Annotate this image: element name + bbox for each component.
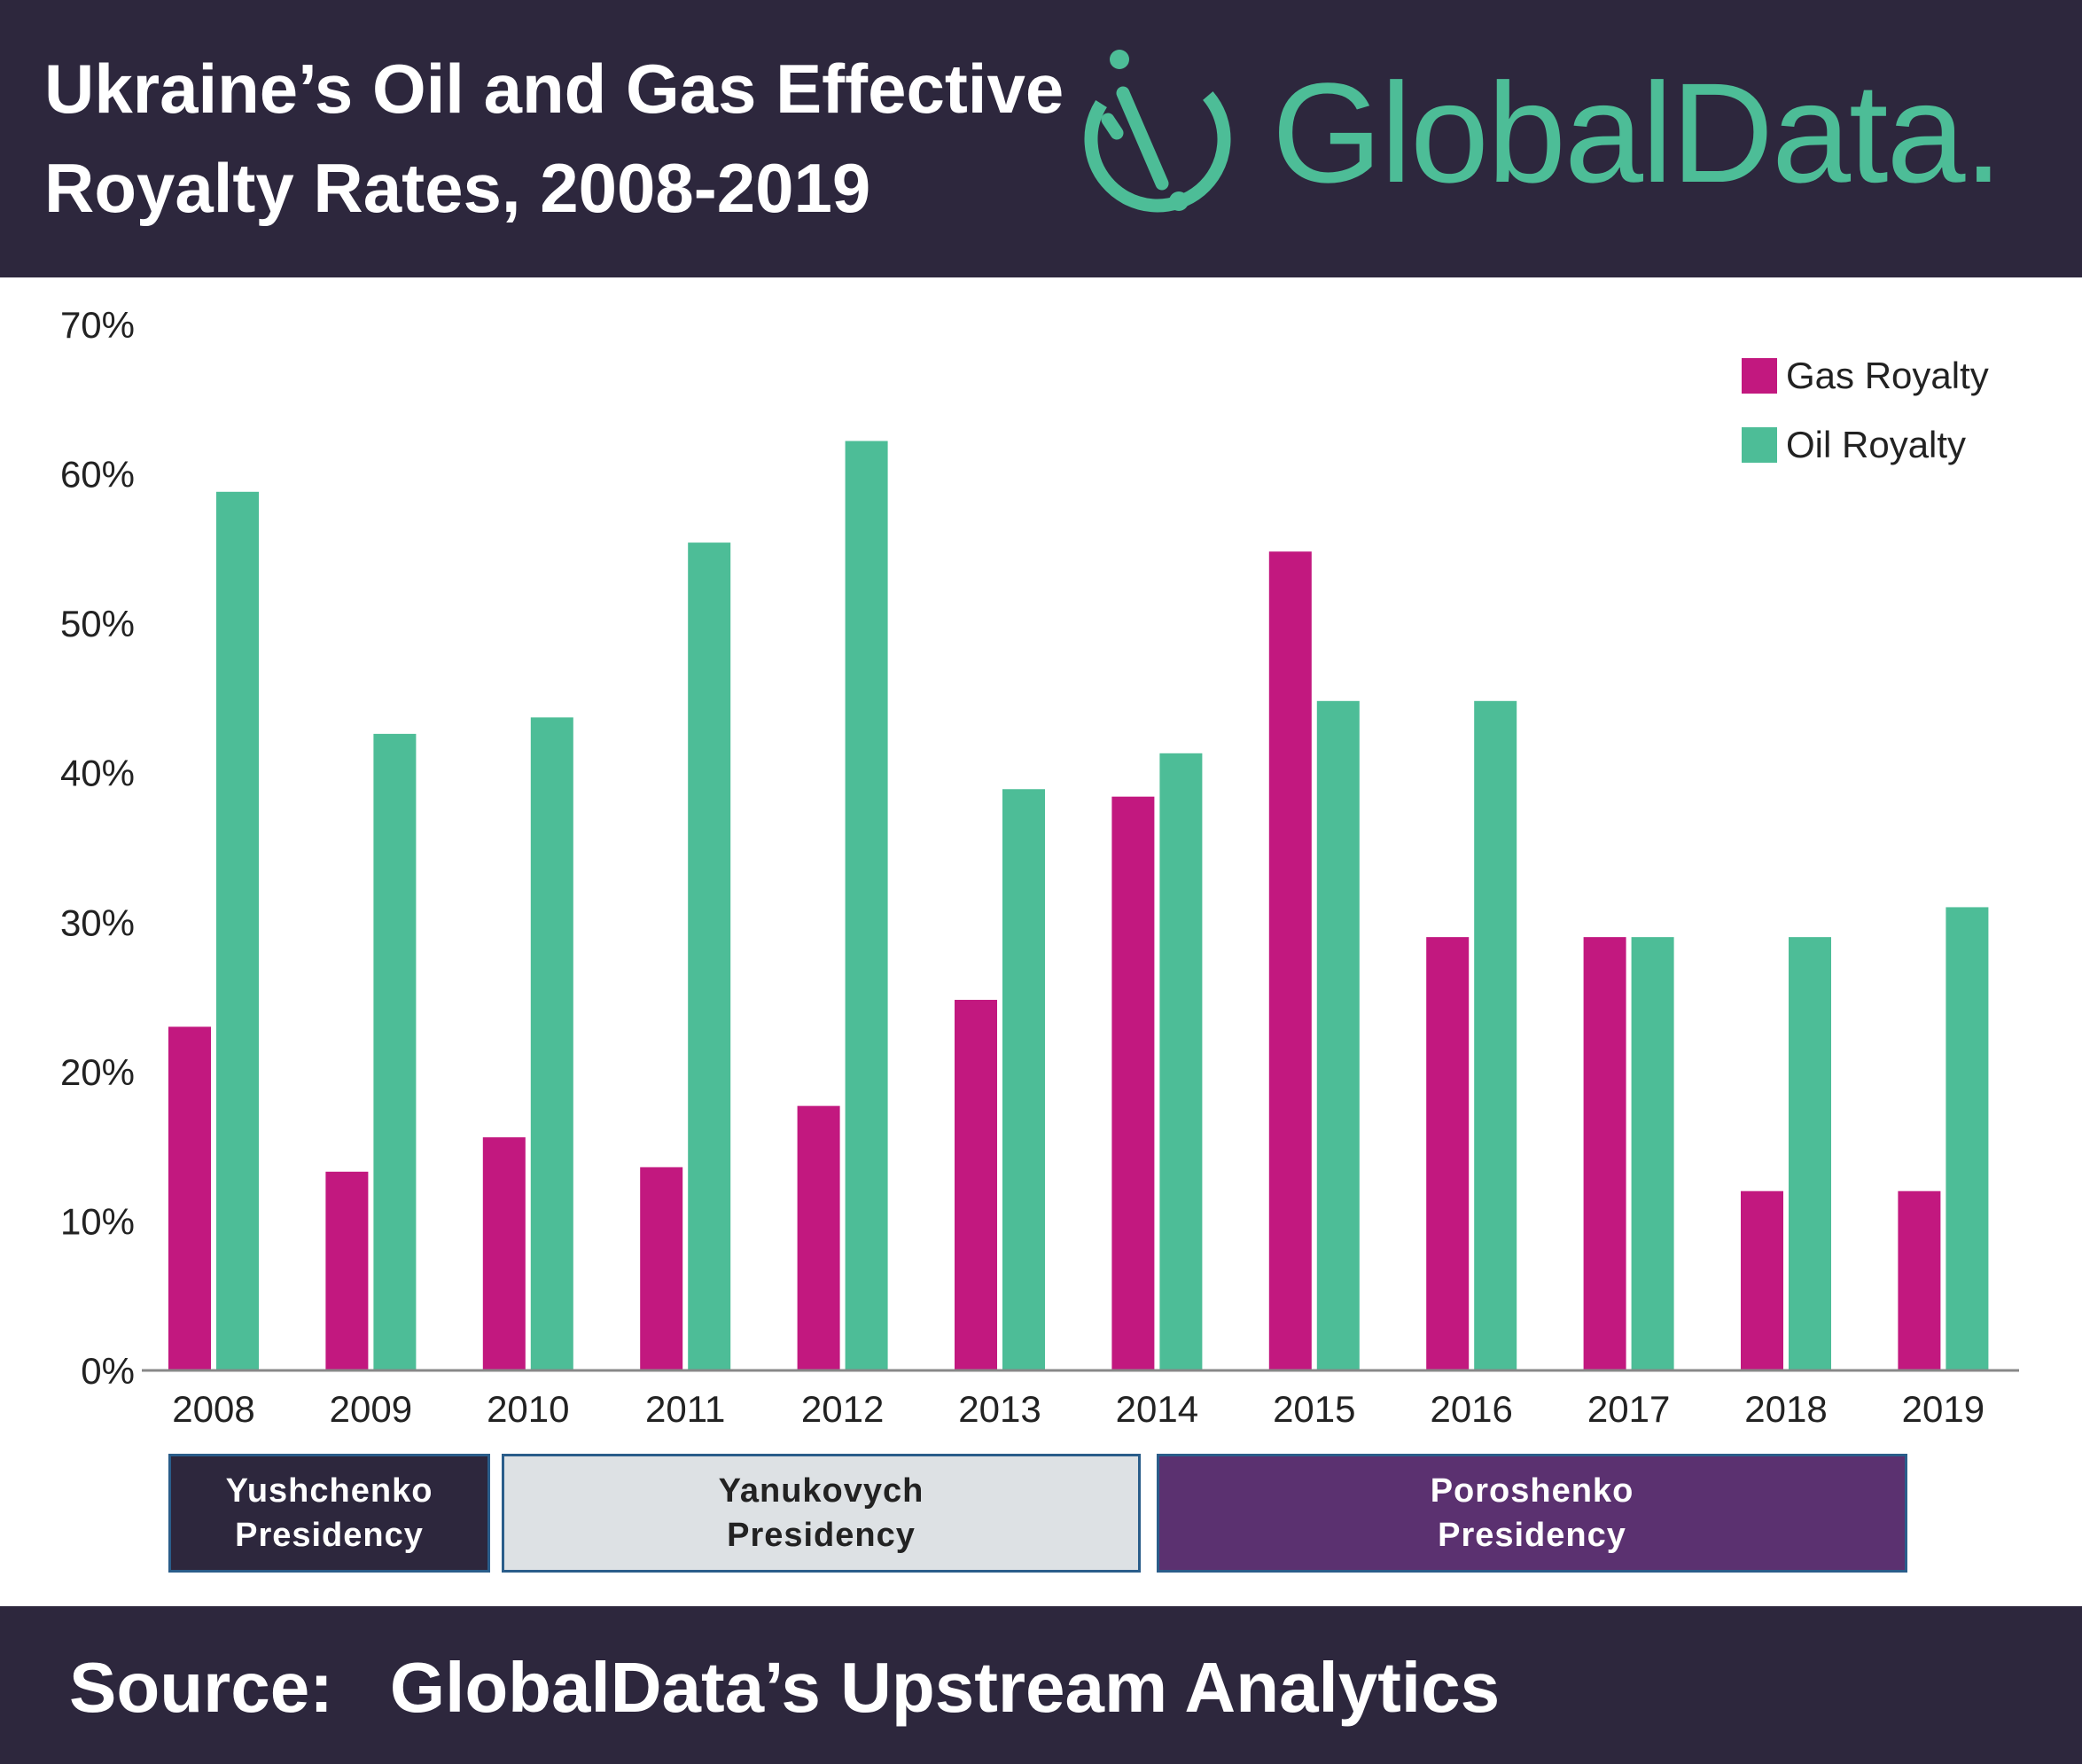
title-line-1: Ukraine’s Oil and Gas Effective (44, 50, 1064, 128)
gas-bar-2018 (1741, 1190, 1783, 1370)
y-tick-label: 60% (60, 454, 135, 496)
gas-bar-2010 (482, 1137, 526, 1370)
oil-bar-2019 (1946, 907, 1989, 1370)
era-yushchenko-line1: Yushchenko (225, 1472, 433, 1510)
source-note: Source: GlobalData’s Upstream Analytics (69, 1643, 1500, 1732)
oil-bar-2011 (688, 542, 731, 1370)
gas-bar-2016 (1426, 937, 1470, 1370)
era-yanukovych-line2: Presidency (727, 1517, 916, 1554)
oil-bar-2013 (1002, 789, 1045, 1370)
oil-bar-2016 (1474, 700, 1517, 1370)
x-tick-label-2012: 2012 (801, 1388, 884, 1430)
legend-swatch-oil (1742, 427, 1777, 463)
y-axis: 0% 10% 20% 30% 40% 50% 60% 70% (60, 304, 135, 1392)
x-tick-label-2015: 2015 (1273, 1388, 1355, 1430)
source-label: Source: (69, 1648, 333, 1727)
oil-bar-2017 (1631, 937, 1674, 1370)
legend-label-oil: Oil Royalty (1786, 424, 1967, 465)
legend-item-gas: Gas Royalty (1742, 341, 1989, 410)
gas-bar-2008 (168, 1026, 211, 1370)
x-tick-label-2018: 2018 (1744, 1388, 1827, 1430)
gas-bar-2013 (955, 999, 997, 1370)
gas-bar-2017 (1583, 937, 1626, 1370)
x-tick-label-2010: 2010 (487, 1388, 569, 1430)
gas-bar-2009 (325, 1171, 369, 1370)
bar-chart: 0% 10% 20% 30% 40% 50% 60% 70% 2008 2009 2010 2011… (60, 304, 2019, 1430)
era-yushchenko: Yushchenko Presidency (168, 1454, 490, 1573)
legend-label-gas: Gas Royalty (1786, 355, 1989, 396)
y-tick-label: 0% (81, 1350, 135, 1392)
x-tick-label-2017: 2017 (1587, 1388, 1670, 1430)
chart-title: Ukraine’s Oil and Gas Effective Royalty … (44, 39, 1072, 238)
gas-bar-2014 (1111, 796, 1155, 1370)
y-tick-label: 30% (60, 902, 135, 943)
x-tick-label-2016: 2016 (1430, 1388, 1512, 1430)
oil-bar-2014 (1159, 753, 1203, 1370)
gas-bar-2015 (1268, 551, 1312, 1370)
x-axis: 2008 2009 2010 2011 2012 2013 2014 2015 2016 2017… (172, 1388, 1985, 1430)
x-tick-label-2009: 2009 (330, 1388, 412, 1430)
gas-bar-2011 (640, 1167, 683, 1370)
x-tick-label-2013: 2013 (958, 1388, 1041, 1430)
oil-bar-2008 (216, 491, 259, 1370)
footer-banner: Source: GlobalData’s Upstream Analytics (0, 1606, 2082, 1764)
oil-bar-2009 (373, 733, 417, 1370)
source-text: GlobalData’s Upstream Analytics (389, 1648, 1501, 1727)
oil-bar-2012 (845, 441, 888, 1370)
header-banner: Ukraine’s Oil and Gas Effective Royalty … (0, 0, 2082, 277)
legend: Gas Royalty Oil Royalty (1742, 341, 1989, 480)
y-tick-label: 10% (60, 1200, 135, 1242)
y-tick-label: 20% (60, 1051, 135, 1093)
bars (168, 441, 1989, 1370)
x-tick-label-2011: 2011 (645, 1388, 725, 1430)
globaldata-logo (1084, 50, 1231, 213)
brand-wordmark: GlobalData. (1272, 53, 2003, 212)
era-poroshenko: Poroshenko Presidency (1157, 1454, 1907, 1573)
gas-bar-2019 (1898, 1190, 1941, 1370)
y-tick-label: 50% (60, 603, 135, 644)
era-poroshenko-line2: Presidency (1438, 1517, 1626, 1554)
x-tick-label-2008: 2008 (172, 1388, 254, 1430)
era-yushchenko-line2: Presidency (235, 1517, 424, 1554)
oil-bar-2018 (1789, 937, 1831, 1370)
oil-bar-2010 (530, 717, 573, 1370)
legend-item-oil: Oil Royalty (1742, 410, 1989, 480)
gas-bar-2012 (797, 1105, 840, 1370)
era-yanukovych: Yanukovych Presidency (502, 1454, 1141, 1573)
y-tick-label: 40% (60, 753, 135, 794)
era-poroshenko-line1: Poroshenko (1430, 1472, 1634, 1510)
era-yanukovych-line1: Yanukovych (718, 1472, 924, 1510)
y-tick-label: 70% (60, 304, 135, 346)
title-line-2: Royalty Rates, 2008-2019 (44, 149, 871, 227)
x-tick-label-2019: 2019 (1902, 1388, 1985, 1430)
legend-swatch-gas (1742, 358, 1777, 394)
x-tick-label-2014: 2014 (1116, 1388, 1198, 1430)
oil-bar-2015 (1316, 700, 1360, 1370)
